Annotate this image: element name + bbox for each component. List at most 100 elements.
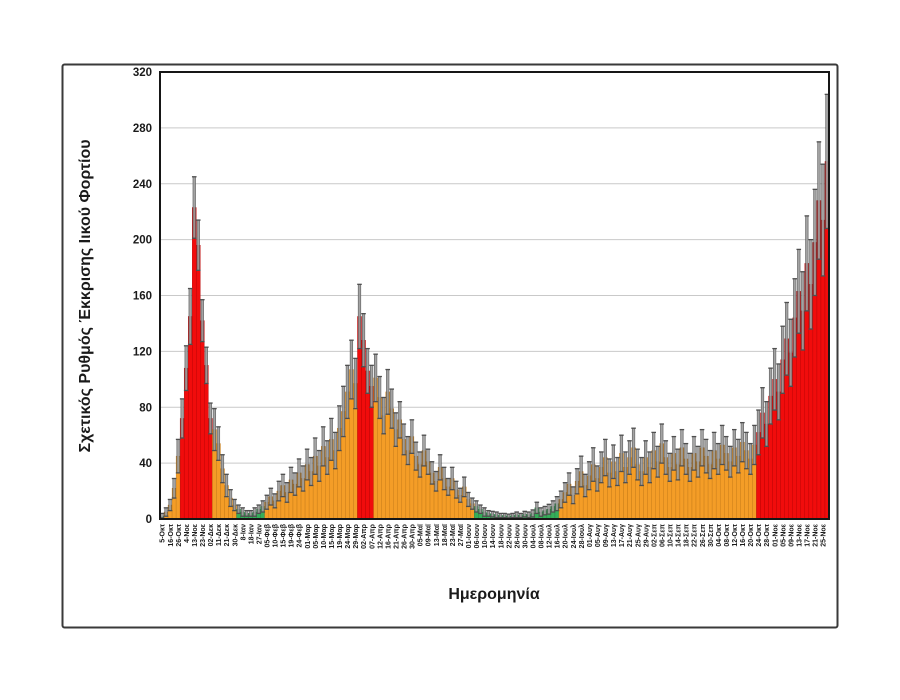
svg-text:24-Οκτ: 24-Οκτ [756, 523, 763, 546]
svg-text:22-Ιουν: 22-Ιουν [506, 524, 513, 548]
svg-text:13-Μαϊ: 13-Μαϊ [434, 523, 441, 546]
svg-text:30-Ιουν: 30-Ιουν [522, 524, 529, 548]
svg-text:16-Οκτ: 16-Οκτ [740, 523, 747, 546]
svg-text:22-Σεπ: 22-Σεπ [692, 523, 699, 547]
svg-text:20-Οκτ: 20-Οκτ [748, 523, 755, 546]
svg-text:29-Μαρ: 29-Μαρ [353, 523, 360, 548]
bars [159, 161, 830, 520]
svg-text:80: 80 [139, 402, 152, 414]
svg-text:10-Μαρ: 10-Μαρ [321, 523, 328, 548]
error-bars [159, 93, 830, 519]
svg-text:19-Μαρ: 19-Μαρ [337, 523, 344, 548]
svg-text:11-Δεκ: 11-Δεκ [216, 524, 223, 546]
svg-text:21-Νοε: 21-Νοε [813, 523, 820, 546]
svg-text:02-Απρ: 02-Απρ [361, 523, 368, 549]
svg-text:05-Μαϊ: 05-Μαϊ [418, 523, 425, 546]
svg-text:04-Ιουλ: 04-Ιουλ [529, 524, 537, 548]
svg-text:320: 320 [133, 67, 152, 79]
svg-text:10-Ιουν: 10-Ιουν [482, 524, 489, 548]
plot-frame [159, 71, 830, 520]
svg-text:25-Αυγ: 25-Αυγ [635, 524, 642, 547]
svg-text:05-Νοε: 05-Νοε [780, 523, 787, 546]
svg-text:120: 120 [133, 346, 152, 358]
svg-text:10-Σεπ: 10-Σεπ [668, 523, 675, 547]
svg-text:02-Σεπ: 02-Σεπ [651, 523, 658, 547]
svg-text:12-Ιουλ: 12-Ιουλ [546, 524, 554, 548]
svg-text:13-Αυγ: 13-Αυγ [611, 524, 618, 547]
svg-text:4-Νοε: 4-Νοε [184, 523, 191, 543]
svg-text:08-Οκτ: 08-Οκτ [724, 523, 731, 546]
svg-text:240: 240 [133, 179, 152, 191]
svg-text:26-Ιουν: 26-Ιουν [514, 524, 521, 548]
svg-text:28-Ιουλ: 28-Ιουλ [578, 524, 586, 548]
svg-text:18-Ιαν: 18-Ιαν [248, 524, 255, 544]
svg-text:16-Οκτ: 16-Οκτ [168, 523, 175, 546]
svg-text:09-Αυγ: 09-Αυγ [603, 524, 610, 547]
svg-text:29-Αυγ: 29-Αυγ [643, 524, 650, 547]
svg-text:17-Αυγ: 17-Αυγ [619, 524, 626, 547]
svg-text:280: 280 [133, 123, 152, 135]
svg-text:5-Οκτ: 5-Οκτ [160, 523, 167, 543]
svg-text:06-Ιουν: 06-Ιουν [474, 524, 481, 548]
svg-text:18-Σεπ: 18-Σεπ [684, 523, 691, 547]
svg-text:01-Νοε: 01-Νοε [772, 523, 779, 546]
svg-text:05-Μαρ: 05-Μαρ [313, 523, 320, 548]
svg-text:12-Οκτ: 12-Οκτ [732, 523, 739, 546]
svg-text:01-Ιουν: 01-Ιουν [466, 524, 473, 548]
svg-text:14-Σεπ: 14-Σεπ [676, 523, 683, 547]
svg-text:25-Νοε: 25-Νοε [821, 523, 828, 546]
svg-text:16-Απρ: 16-Απρ [385, 523, 392, 549]
svg-text:160: 160 [133, 291, 152, 303]
svg-text:06-Σεπ: 06-Σεπ [659, 523, 666, 547]
svg-text:01-Μαρ: 01-Μαρ [305, 523, 312, 548]
svg-text:14-Ιουν: 14-Ιουν [490, 524, 497, 548]
svg-text:18-Ιουν: 18-Ιουν [498, 524, 505, 548]
svg-text:07-Απρ: 07-Απρ [369, 523, 376, 549]
svg-text:05-Φεβ: 05-Φεβ [265, 523, 272, 547]
svg-text:02-Δεκ: 02-Δεκ [208, 524, 215, 546]
svg-text:17-Νοε: 17-Νοε [805, 523, 812, 546]
svg-text:26-Απρ: 26-Απρ [402, 523, 409, 549]
svg-text:30-Δεκ: 30-Δεκ [232, 524, 239, 546]
svg-text:20-Ιουλ: 20-Ιουλ [562, 524, 570, 548]
svg-text:16-Ιουλ: 16-Ιουλ [554, 524, 562, 548]
svg-text:24-Μαρ: 24-Μαρ [345, 523, 352, 548]
svg-text:09-Νοε: 09-Νοε [788, 523, 795, 546]
svg-text:27-Μαϊ: 27-Μαϊ [458, 523, 465, 546]
svg-text:26-Οκτ: 26-Οκτ [176, 523, 183, 546]
svg-text:15-Μαρ: 15-Μαρ [329, 523, 336, 548]
svg-text:09-Μαϊ: 09-Μαϊ [426, 523, 433, 546]
svg-text:08-Ιουλ: 08-Ιουλ [538, 524, 546, 548]
svg-text:21-Αυγ: 21-Αυγ [627, 524, 634, 547]
svg-text:05-Αυγ: 05-Αυγ [595, 524, 602, 547]
svg-text:21-Απρ: 21-Απρ [393, 523, 400, 549]
svg-text:13-Νοε: 13-Νοε [796, 523, 803, 546]
svg-text:8-Ιαν: 8-Ιαν [240, 524, 247, 540]
y-axis-tick-labels: 0 40 80 120 160 200 240 280 320 [133, 67, 152, 526]
svg-text:30-Σεπ: 30-Σεπ [708, 523, 715, 547]
svg-text:10-Φεβ: 10-Φεβ [273, 523, 280, 547]
svg-text:21-Δεκ: 21-Δεκ [224, 524, 231, 546]
y-axis-title: Σχετικός Ρυθμός Έκκρισης Ιικού Φορτίου [77, 139, 94, 452]
svg-text:24-Ιουλ: 24-Ιουλ [570, 524, 578, 548]
svg-text:01-Αυγ: 01-Αυγ [587, 524, 594, 547]
svg-text:15-Φεβ: 15-Φεβ [281, 523, 288, 547]
svg-text:40: 40 [139, 458, 152, 470]
svg-text:04-Οκτ: 04-Οκτ [716, 523, 723, 546]
svg-text:13-Νοε: 13-Νοε [192, 523, 199, 546]
svg-text:0: 0 [146, 514, 152, 526]
x-axis-title: Ημερομηνία [448, 586, 540, 603]
svg-text:24-Φεβ: 24-Φεβ [297, 523, 304, 547]
svg-text:18-Μαϊ: 18-Μαϊ [442, 523, 449, 546]
svg-text:27-Ιαν: 27-Ιαν [256, 524, 263, 544]
svg-text:23-Νοε: 23-Νοε [200, 523, 207, 546]
svg-text:26-Σεπ: 26-Σεπ [700, 523, 707, 547]
svg-text:200: 200 [133, 235, 152, 247]
svg-text:12-Απρ: 12-Απρ [377, 523, 384, 549]
svg-text:30-Απρ: 30-Απρ [410, 523, 417, 549]
x-axis-tick-labels: 5-Οκτ 16-Οκτ 26-Οκτ 4-Νοε 13-Νοε 23-Νοε 02-Δεκ… [160, 523, 828, 549]
svg-text:23-Μαϊ: 23-Μαϊ [450, 523, 457, 546]
svg-text:19-Φεβ: 19-Φεβ [289, 523, 296, 547]
